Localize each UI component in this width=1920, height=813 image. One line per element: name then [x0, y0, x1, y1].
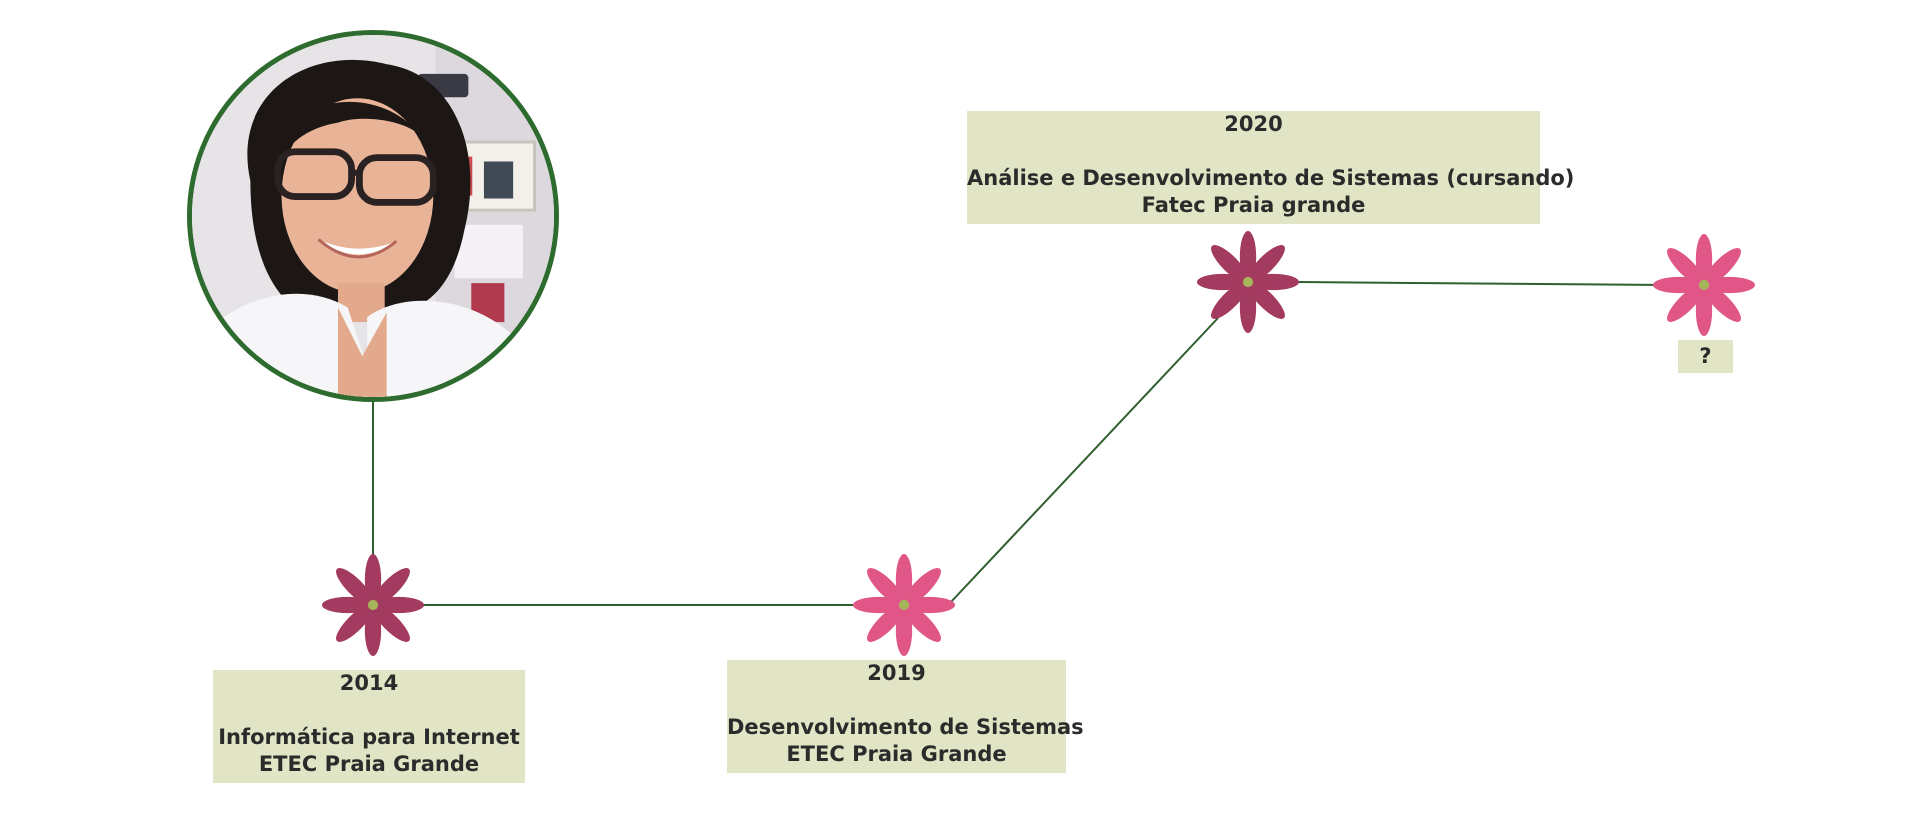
milestone-label-2014: 2014 Informática para Internet ETEC Prai… — [213, 670, 525, 783]
flower-icon-2014 — [322, 554, 424, 656]
milestone-course: Análise e Desenvolvimento de Sistemas (c… — [967, 166, 1575, 190]
profile-photo — [187, 30, 559, 402]
milestone-label-2019: 2019 Desenvolvimento de Sistemas ETEC Pr… — [727, 660, 1084, 773]
milestone-label-2020: 2020 Análise e Desenvolvimento de Sistem… — [967, 111, 1575, 224]
flower-icon-2019 — [853, 554, 955, 656]
milestone-unknown-label: ? — [1699, 344, 1712, 368]
profile-photo-image — [192, 35, 554, 397]
milestone-label-future: ? — [1678, 340, 1733, 373]
flower-icon-future — [1653, 234, 1755, 336]
connector-2019-to-2020 — [949, 317, 1219, 604]
connector-2020-to-next — [1297, 281, 1661, 286]
milestone-school: ETEC Praia Grande — [258, 752, 480, 776]
milestone-school: Fatec Praia grande — [1141, 193, 1366, 217]
milestone-year: 2019 — [867, 661, 926, 685]
milestone-year: 2014 — [339, 671, 399, 695]
milestone-school: ETEC Praia Grande — [786, 742, 1007, 766]
milestone-course: Informática para Internet — [218, 725, 520, 749]
milestone-year: 2020 — [1224, 112, 1283, 136]
flower-icon-2020 — [1197, 231, 1299, 333]
milestone-course: Desenvolvimento de Sistemas — [727, 715, 1084, 739]
